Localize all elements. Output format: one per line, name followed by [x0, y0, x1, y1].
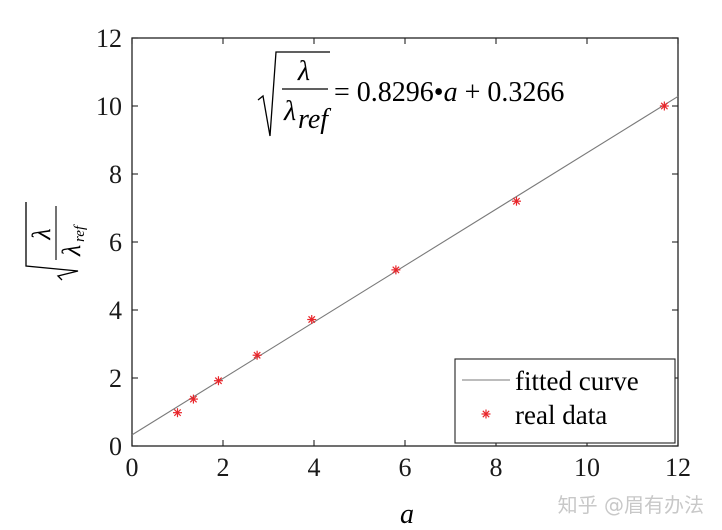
equation-denominator-sub: ref [298, 104, 331, 135]
data-point [659, 101, 669, 111]
fit-equation: λλ ref= 0.8296•a + 0.3266 [257, 51, 564, 137]
y-tick-label: 10 [96, 92, 122, 121]
watermark: 知乎 @眉有办法 [557, 493, 704, 517]
y-tick-label: 12 [96, 24, 122, 53]
x-tick-label: 2 [217, 453, 230, 482]
x-tick-label: 6 [399, 453, 412, 482]
y-tick-label: 2 [109, 364, 122, 393]
legend-label-fitted-curve: fitted curve [515, 366, 639, 396]
data-point [188, 394, 198, 404]
y-label-denominator: λ [57, 245, 86, 257]
legend-box [454, 358, 676, 444]
x-tick-label: 8 [490, 453, 503, 482]
legend-marker-swatch [481, 409, 491, 419]
x-tick-label: 4 [308, 453, 321, 482]
y-label-numerator: λ [27, 228, 56, 240]
data-point [173, 408, 182, 418]
data-point [307, 315, 317, 325]
legend-label-real-data: real data [515, 400, 607, 430]
y-tick-label: 8 [109, 160, 122, 189]
y-sqrt-symbol [25, 202, 79, 281]
x-tick-label: 12 [665, 453, 691, 482]
y-label-denominator-sub: ref [72, 224, 88, 242]
data-point [511, 196, 521, 206]
fitted-curve-line [131, 95, 679, 436]
y-tick-label: 6 [109, 228, 122, 257]
equation-rhs: = 0.8296•a + 0.3266 [334, 77, 564, 108]
legend: fitted curve real data [454, 358, 676, 444]
data-point [252, 350, 262, 360]
y-tick-label: 0 [109, 432, 122, 461]
equation-numerator: λ [297, 56, 310, 87]
y-tick-label: 4 [109, 296, 122, 325]
equation-denominator: λ [283, 96, 296, 127]
x-axis-label: a [400, 499, 414, 530]
x-tick-label: 10 [574, 453, 600, 482]
sqrt-symbol [257, 51, 330, 137]
data-point [391, 265, 401, 275]
y-axis-label: λλ ref [25, 202, 88, 281]
data-point [213, 376, 223, 386]
x-tick-label: 0 [126, 453, 139, 482]
